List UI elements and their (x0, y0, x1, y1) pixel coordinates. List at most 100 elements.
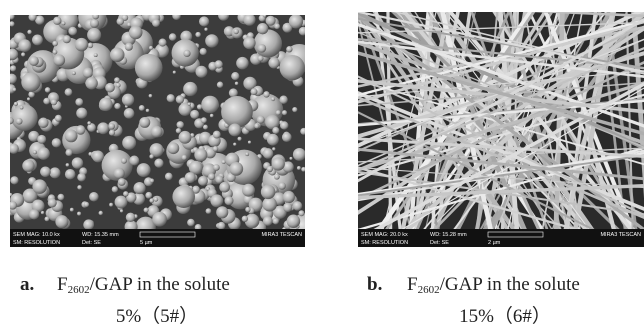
particle (149, 46, 153, 50)
particle (200, 48, 207, 55)
particle (208, 173, 215, 180)
particle (289, 157, 292, 160)
particle (289, 14, 303, 28)
info-text: MIRA3 TESCAN (261, 232, 302, 238)
particle (108, 123, 115, 130)
info-text: 2 µm (488, 240, 501, 246)
particle (149, 198, 154, 203)
caption: F2602/GAP in the solute (57, 274, 230, 296)
particle (282, 110, 287, 115)
particle (221, 96, 253, 128)
particle (65, 149, 72, 156)
particle (20, 106, 24, 110)
particle (117, 18, 124, 25)
particle (114, 168, 125, 179)
particle (228, 123, 241, 136)
particle (68, 27, 77, 36)
particle (274, 23, 280, 29)
info-text: SM: RESOLUTION (13, 240, 60, 246)
particle (83, 68, 93, 78)
particle (271, 157, 284, 170)
caption-part: 2602 (68, 284, 90, 296)
particle (263, 14, 266, 17)
particle (135, 54, 163, 82)
particle (52, 138, 61, 147)
particle (198, 176, 208, 186)
particle (37, 147, 50, 160)
particle (139, 105, 145, 111)
particle (210, 114, 214, 118)
particle (8, 143, 18, 153)
info-text: Det: SE (82, 240, 101, 246)
particle (52, 50, 57, 55)
particle (9, 21, 14, 26)
particle (137, 163, 151, 177)
particle (7, 74, 17, 84)
particle (169, 33, 177, 41)
particle (172, 11, 181, 20)
particle (83, 219, 94, 230)
particle (89, 192, 99, 202)
info-text: SM: RESOLUTION (361, 240, 408, 246)
particle (94, 53, 98, 57)
particle (152, 212, 167, 227)
particle (151, 126, 163, 138)
particle (188, 102, 191, 105)
particle (144, 207, 149, 212)
info-text: MIRA3 TESCAN (600, 232, 641, 238)
particle (286, 46, 292, 52)
caption-part: /GAP in the solute (90, 274, 230, 295)
particle (235, 82, 239, 86)
info-text: Det: SE (430, 240, 449, 246)
particle (45, 87, 51, 93)
particle (167, 142, 179, 154)
particle (13, 88, 17, 92)
particle (114, 103, 120, 109)
particle (16, 118, 23, 125)
particle (134, 182, 146, 194)
particle (92, 13, 99, 20)
particle (199, 16, 209, 26)
info-text: SEM MAG: 20.0 kx (361, 232, 408, 238)
particle (14, 102, 18, 106)
particle (210, 194, 223, 207)
particle (219, 182, 230, 193)
particle (201, 96, 219, 114)
particle (300, 128, 307, 135)
particle (248, 141, 251, 144)
particle (87, 43, 93, 49)
particle (65, 130, 78, 143)
particle (92, 150, 104, 162)
caption-part: 2602 (418, 284, 440, 296)
particle (87, 121, 91, 125)
particle (32, 179, 47, 194)
particle (287, 214, 301, 228)
particle (172, 185, 195, 208)
particle (55, 215, 68, 228)
particle (167, 94, 175, 102)
caption-part: F (57, 274, 68, 295)
particle (58, 194, 65, 201)
particle (214, 60, 222, 68)
panel-label: a. (20, 274, 34, 295)
particle (297, 166, 301, 170)
particle (150, 178, 154, 182)
particle (99, 97, 113, 111)
particle (32, 34, 43, 45)
particle (110, 48, 125, 63)
particle (51, 99, 57, 105)
particle (265, 115, 280, 130)
particle (149, 94, 153, 98)
particle (177, 121, 184, 128)
particle (149, 154, 154, 159)
particle (33, 150, 37, 154)
particle (267, 134, 279, 146)
caption-part: F (407, 274, 418, 295)
particle (53, 54, 65, 66)
particle (258, 55, 264, 61)
particle (233, 143, 236, 146)
particle (90, 19, 99, 28)
particle (84, 202, 89, 207)
particle (21, 52, 25, 56)
particle (112, 186, 118, 192)
